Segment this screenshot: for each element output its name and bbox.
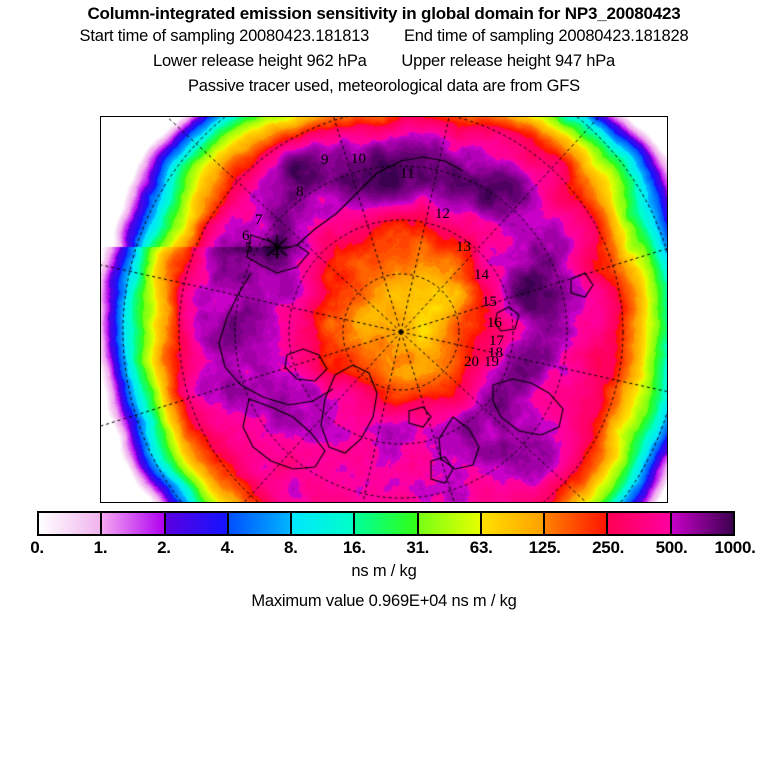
upper-release-height-label: Upper release height 947 hPa bbox=[401, 52, 616, 70]
colorbar-tick-8: 125. bbox=[528, 538, 561, 557]
colorbar-tick-6: 31. bbox=[406, 538, 430, 557]
colorbar-segment-1 bbox=[102, 513, 166, 534]
colorbar-tick-9: 250. bbox=[592, 538, 625, 557]
colorbar-unit-label: ns m / kg bbox=[351, 562, 417, 580]
colorbar-tick-11: 1000. bbox=[714, 538, 756, 557]
colorbar-segment-9 bbox=[608, 513, 672, 534]
sampling-time-line: Start time of sampling 20080423.181813 E… bbox=[0, 24, 768, 49]
tracer-info-label: Passive tracer used, meteorological data… bbox=[188, 77, 580, 95]
colorbar-segment-5 bbox=[355, 513, 419, 534]
colorbar-gradient bbox=[37, 511, 735, 536]
colorbar-tick-labels: 0. 1. 2. 4. 8. 16. 31. 63. 125. 250. 500. 1000. bbox=[0, 538, 768, 560]
colorbar-segment-2 bbox=[165, 513, 229, 534]
colorbar-segment-7 bbox=[481, 513, 546, 534]
colorbar-segment-0 bbox=[39, 513, 103, 534]
start-time-label: Start time of sampling 20080423.181813 bbox=[79, 27, 370, 45]
colorbar-tick-4: 8. bbox=[284, 538, 298, 557]
colorbar-tick-3: 4. bbox=[220, 538, 235, 557]
end-time-label: End time of sampling 20080423.181828 bbox=[403, 27, 689, 45]
map-plot-area: 4 5 6 7 8 9 10 11 12 13 14 15 16 17 18 19 20 bbox=[100, 116, 668, 503]
colorbar-segment-3 bbox=[228, 513, 293, 534]
colorbar bbox=[37, 511, 735, 536]
colorbar-segment-6 bbox=[418, 513, 482, 534]
header-block: Column-integrated emission sensitivity i… bbox=[0, 0, 768, 99]
colorbar-tick-5: 16. bbox=[342, 538, 366, 557]
colorbar-segment-8 bbox=[545, 513, 609, 534]
page-title: Column-integrated emission sensitivity i… bbox=[87, 4, 681, 23]
colorbar-tick-7: 63. bbox=[469, 538, 493, 557]
release-height-line: Lower release height 962 hPa Upper relea… bbox=[0, 49, 768, 74]
lower-release-height-label: Lower release height 962 hPa bbox=[152, 52, 367, 70]
colorbar-tick-1: 1. bbox=[93, 538, 108, 557]
colorbar-tick-0: 0. bbox=[30, 538, 44, 557]
maximum-value-label: Maximum value 0.969E+04 ns m / kg bbox=[251, 592, 517, 610]
map-overlay bbox=[101, 117, 667, 502]
emission-sensitivity-field bbox=[101, 117, 667, 502]
colorbar-tick-10: 500. bbox=[655, 538, 688, 557]
colorbar-tick-2: 2. bbox=[157, 538, 171, 557]
colorbar-segment-4 bbox=[292, 513, 356, 534]
colorbar-segment-10 bbox=[671, 513, 733, 534]
